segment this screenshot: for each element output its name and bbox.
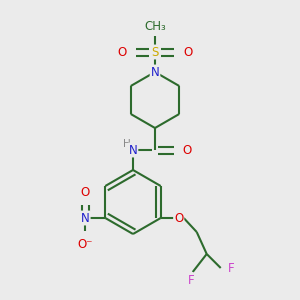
Text: F: F [188,274,194,286]
Text: N: N [151,65,159,79]
Text: CH₃: CH₃ [144,20,166,32]
Text: F: F [227,262,234,275]
Text: N: N [81,212,90,224]
Text: O: O [81,185,90,199]
Text: N: N [129,143,137,157]
Text: O: O [183,46,193,59]
Text: O⁻: O⁻ [77,238,93,251]
Text: O: O [117,46,127,59]
Text: S: S [151,46,159,59]
Text: H: H [123,139,131,149]
Text: O: O [182,143,192,157]
Text: O: O [174,212,183,224]
